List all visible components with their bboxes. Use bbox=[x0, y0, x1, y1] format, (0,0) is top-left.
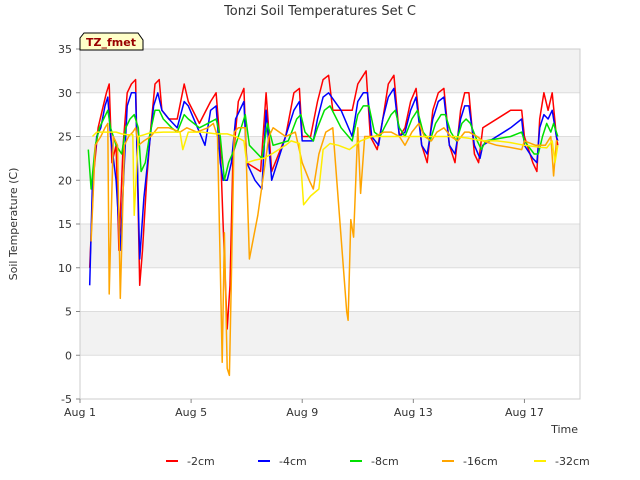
legend-item: -32cm bbox=[555, 455, 590, 468]
annotation-label: TZ_fmet bbox=[86, 36, 136, 49]
series-line-4cmcm bbox=[88, 87, 559, 286]
legend-item: -16cm bbox=[463, 455, 498, 468]
y-tick-label: 35 bbox=[58, 43, 72, 56]
plot-band bbox=[80, 311, 580, 356]
y-tick-label: 10 bbox=[58, 262, 72, 275]
legend-item: -8cm bbox=[371, 455, 399, 468]
y-axis-label: Soil Temperature (C) bbox=[7, 168, 20, 281]
series-lines bbox=[87, 70, 559, 377]
chart-title: Tonzi Soil Temperatures Set C bbox=[223, 4, 416, 19]
x-tick-label: Aug 5 bbox=[175, 406, 207, 419]
legend-item: -4cm bbox=[279, 455, 307, 468]
legend: -2cm -4cm -8cm -16cm -32cm bbox=[166, 455, 590, 468]
y-tick-label: 30 bbox=[58, 87, 72, 100]
series-line-16cmcm bbox=[90, 122, 558, 377]
annotation-box: TZ_fmet bbox=[79, 32, 144, 51]
series-line-8cmcm bbox=[87, 105, 559, 190]
x-tick-label: Aug 9 bbox=[286, 406, 318, 419]
y-tick-label: 5 bbox=[65, 306, 72, 319]
y-axis: -5 0 5 10 15 20 25 30 35 bbox=[58, 43, 80, 406]
x-axis-label: Time bbox=[550, 423, 578, 436]
y-tick-label: 15 bbox=[58, 218, 72, 231]
series-line-2cmcm bbox=[88, 70, 559, 330]
y-tick-label: 20 bbox=[58, 174, 72, 187]
y-tick-label: 0 bbox=[65, 349, 72, 362]
y-tick-label: -5 bbox=[61, 393, 72, 406]
y-tick-label: 25 bbox=[58, 131, 72, 144]
x-tick-label: Aug 13 bbox=[394, 406, 433, 419]
x-tick-label: Aug 17 bbox=[505, 406, 544, 419]
series-line-32cmcm bbox=[91, 131, 559, 217]
legend-item: -2cm bbox=[187, 455, 215, 468]
plot-bands bbox=[80, 49, 580, 356]
x-tick-label: Aug 1 bbox=[64, 406, 96, 419]
x-axis: Aug 1 Aug 5 Aug 9 Aug 13 Aug 17 bbox=[64, 399, 544, 419]
plot-band bbox=[80, 224, 580, 268]
